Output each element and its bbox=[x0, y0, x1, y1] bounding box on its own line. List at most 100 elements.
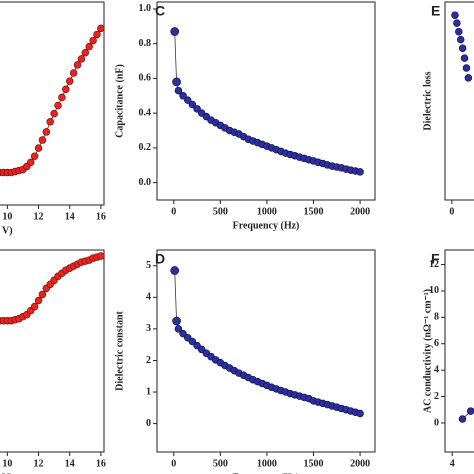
x-tick-label: 500 bbox=[213, 206, 228, 217]
marker bbox=[462, 64, 471, 72]
marker bbox=[464, 74, 473, 82]
marker bbox=[34, 296, 43, 305]
x-tick-label: 1500 bbox=[304, 206, 324, 217]
x-axis-label: Frequency (Hz) bbox=[233, 220, 300, 231]
y-tick-label: 0.6 bbox=[139, 73, 152, 84]
marker bbox=[93, 30, 101, 39]
marker bbox=[65, 77, 74, 85]
marker bbox=[30, 302, 39, 311]
y-tick-label: 3 bbox=[146, 323, 151, 334]
y-tick-label: 2 bbox=[434, 391, 439, 402]
x-tick-label: 1500 bbox=[304, 458, 324, 469]
x-tick-label: 2000 bbox=[350, 458, 370, 469]
y-tick-label: 8 bbox=[434, 312, 439, 323]
y-axis-label: Dielectric loss bbox=[422, 71, 433, 130]
y-axis-label: Dielectric constant bbox=[114, 310, 125, 390]
marker bbox=[73, 61, 82, 69]
marker bbox=[174, 325, 183, 333]
panel-label: C bbox=[155, 3, 165, 19]
marker bbox=[38, 290, 47, 299]
marker bbox=[174, 86, 183, 95]
marker bbox=[81, 48, 90, 57]
marker bbox=[77, 55, 86, 63]
marker bbox=[58, 93, 66, 102]
marker bbox=[453, 19, 461, 27]
x-tick-label: 0 bbox=[171, 206, 176, 217]
marker bbox=[38, 136, 47, 144]
y-axis-label: AC conductivity (nΩ⁻¹ cm⁻¹) bbox=[422, 289, 433, 413]
x-tick-label: 500 bbox=[213, 458, 228, 469]
marker bbox=[170, 27, 180, 36]
x-tick-label: 14 bbox=[65, 211, 75, 222]
plot-frame bbox=[156, 1, 376, 201]
marker bbox=[54, 101, 62, 110]
x-tick-label: 10 bbox=[2, 458, 12, 469]
y-axis-label: Capacitance (nF) bbox=[114, 64, 125, 138]
y-tick-label: 4 bbox=[434, 364, 439, 375]
y-tick-label: 0.0 bbox=[139, 177, 152, 188]
marker bbox=[89, 36, 97, 45]
x-tick-label: 16 bbox=[96, 211, 106, 222]
x-tick-label: 1000 bbox=[257, 206, 277, 217]
marker bbox=[97, 252, 105, 260]
curve bbox=[174, 31, 361, 173]
curve bbox=[174, 270, 361, 414]
marker bbox=[172, 316, 181, 326]
marker bbox=[50, 109, 58, 118]
marker bbox=[179, 329, 187, 338]
panel-label: E bbox=[431, 3, 440, 19]
x-tick-label: 1000 bbox=[257, 458, 277, 469]
marker bbox=[193, 105, 201, 113]
x-tick-label: 12 bbox=[34, 211, 44, 222]
marker bbox=[188, 100, 197, 109]
marker bbox=[69, 69, 78, 77]
x-tick-label: 14 bbox=[65, 458, 75, 469]
x-tick-label: 4 bbox=[450, 458, 455, 469]
x-axis-label: V) bbox=[2, 472, 13, 474]
plot-frame bbox=[444, 1, 474, 201]
marker bbox=[183, 96, 192, 104]
y-tick-label: 0 bbox=[434, 417, 439, 428]
marker bbox=[451, 11, 459, 19]
marker bbox=[455, 27, 463, 36]
marker bbox=[458, 44, 467, 52]
marker bbox=[188, 337, 197, 346]
y-tick-label: 1 bbox=[146, 386, 151, 397]
y-tick-label: 0.8 bbox=[139, 38, 152, 49]
marker bbox=[42, 128, 51, 136]
marker bbox=[26, 158, 35, 167]
marker bbox=[356, 409, 364, 418]
marker bbox=[85, 42, 93, 51]
marker bbox=[460, 54, 469, 62]
marker bbox=[170, 266, 180, 275]
plot-frame bbox=[0, 249, 105, 453]
x-axis-label: V) bbox=[2, 225, 13, 236]
x-axis-label: Frequency (Hz) bbox=[233, 472, 300, 474]
y-tick-label: 0.4 bbox=[139, 107, 152, 118]
x-tick-label: 12 bbox=[34, 458, 44, 469]
y-tick-label: 12 bbox=[429, 259, 439, 270]
x-tick-label: 2000 bbox=[350, 206, 370, 217]
marker bbox=[172, 77, 181, 87]
y-tick-label: 1.0 bbox=[139, 3, 152, 14]
marker bbox=[466, 407, 474, 415]
x-tick-label: 0 bbox=[449, 206, 454, 217]
y-tick-label: 6 bbox=[434, 338, 439, 349]
panel-label: F bbox=[431, 251, 440, 267]
y-tick-label: 2 bbox=[146, 355, 151, 366]
y-tick-label: 10 bbox=[429, 285, 439, 296]
x-tick-label: 16 bbox=[96, 458, 106, 469]
y-tick-label: 5 bbox=[146, 260, 151, 271]
panel-label: D bbox=[155, 251, 165, 267]
plot-frame bbox=[444, 249, 474, 453]
curve bbox=[0, 255, 101, 322]
marker bbox=[456, 35, 465, 44]
y-tick-label: 0.2 bbox=[139, 142, 152, 153]
marker bbox=[458, 415, 467, 423]
marker bbox=[356, 168, 364, 176]
marker bbox=[97, 24, 105, 33]
plot-frame bbox=[0, 1, 105, 206]
y-tick-label: 0 bbox=[146, 418, 151, 429]
x-tick-label: 10 bbox=[2, 211, 12, 222]
y-tick-label: 4 bbox=[146, 292, 151, 303]
